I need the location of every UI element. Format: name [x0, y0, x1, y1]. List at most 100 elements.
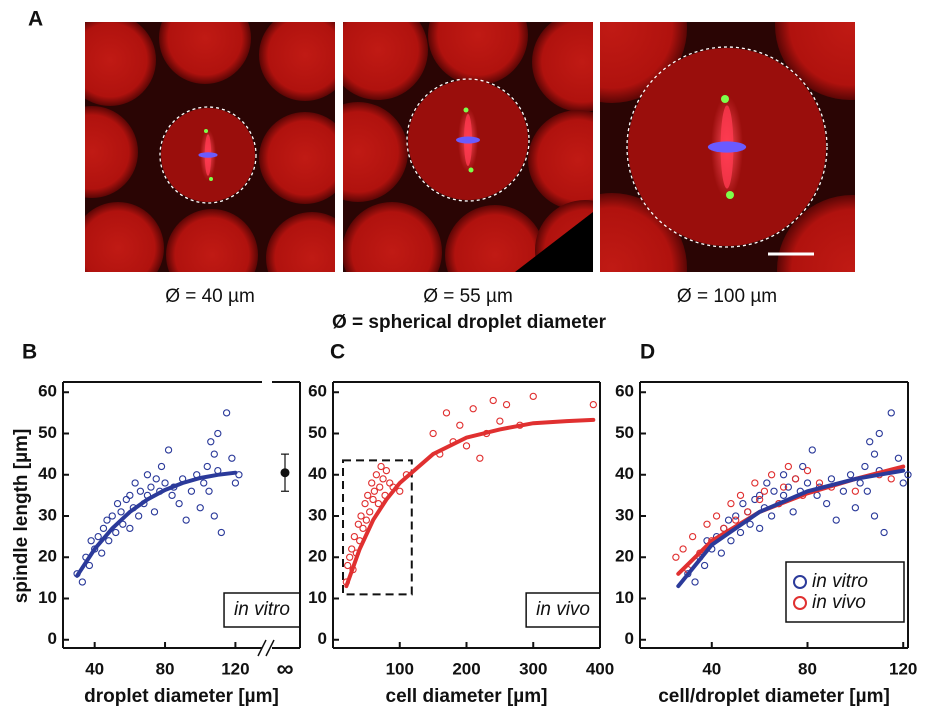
point — [761, 488, 767, 494]
point — [387, 480, 393, 486]
x-tick-label: 120 — [889, 659, 917, 678]
point — [211, 451, 217, 457]
annotation: in vitro — [234, 599, 290, 620]
point — [590, 402, 596, 408]
x-tick-label: 40 — [85, 659, 104, 678]
droplet — [46, 106, 138, 198]
point — [792, 476, 798, 482]
point — [833, 517, 839, 523]
point — [871, 513, 877, 519]
panel-label: D — [640, 341, 655, 364]
point — [852, 505, 858, 511]
y-tick-label: 30 — [38, 505, 57, 524]
panel-label: C — [330, 341, 345, 364]
point — [370, 496, 376, 502]
point — [188, 488, 194, 494]
point — [114, 501, 120, 507]
y-tick-label: 0 — [48, 629, 57, 648]
point — [132, 480, 138, 486]
point — [281, 468, 290, 477]
point — [383, 468, 389, 474]
x-tick-label: 40 — [702, 659, 721, 678]
y-tick-label: 40 — [308, 464, 327, 483]
figure: A Ø = 40 µm Ø = 55 µm Ø = 100 µm Ø = sph… — [0, 0, 938, 715]
point — [780, 472, 786, 478]
point — [752, 480, 758, 486]
point — [847, 472, 853, 478]
point — [704, 521, 710, 527]
droplet — [259, 9, 351, 101]
y-tick-label: 40 — [38, 464, 57, 483]
point — [733, 517, 739, 523]
pole — [209, 177, 213, 181]
droplet — [64, 14, 156, 106]
point — [397, 488, 403, 494]
point — [365, 492, 371, 498]
point — [530, 393, 536, 399]
point — [867, 439, 873, 445]
y-tick-label: 60 — [38, 382, 57, 401]
micrograph — [308, 0, 635, 305]
pole — [464, 108, 469, 113]
x-axis-title: cell/droplet diameter [µm] — [658, 686, 890, 707]
point — [881, 529, 887, 535]
pole — [469, 168, 474, 173]
point — [780, 492, 786, 498]
point — [713, 513, 719, 519]
point — [497, 418, 503, 424]
point — [852, 488, 858, 494]
point — [725, 517, 731, 523]
fit-line — [77, 473, 235, 576]
x-tick-label: 400 — [586, 659, 614, 678]
point — [871, 451, 877, 457]
point — [211, 513, 217, 519]
y-tick-label: 0 — [318, 629, 327, 648]
point — [824, 501, 830, 507]
point — [104, 517, 110, 523]
point — [490, 397, 496, 403]
y-tick-label: 20 — [615, 547, 634, 566]
y-tick-label: 40 — [615, 464, 634, 483]
y-tick-label: 30 — [615, 505, 634, 524]
x-tick-label: 200 — [452, 659, 480, 678]
point — [169, 492, 175, 498]
caption: Ø = 40 µm — [165, 286, 255, 307]
pole — [726, 191, 734, 199]
point — [764, 480, 770, 486]
point — [673, 554, 679, 560]
annotation: in vivo — [536, 599, 590, 620]
point — [503, 402, 509, 408]
y-tick-label: 50 — [38, 423, 57, 442]
point — [377, 484, 383, 490]
droplet — [259, 112, 351, 204]
point — [745, 509, 751, 515]
x-tick-label: ∞ — [276, 655, 293, 682]
point — [127, 525, 133, 531]
point — [769, 513, 775, 519]
point — [857, 480, 863, 486]
point — [728, 538, 734, 544]
point — [809, 447, 815, 453]
point — [148, 484, 154, 490]
point — [702, 562, 708, 568]
x-axis-title: droplet diameter [µm] — [84, 686, 279, 707]
point — [123, 496, 129, 502]
point — [88, 538, 94, 544]
point — [769, 472, 775, 478]
point — [197, 505, 203, 511]
point — [208, 439, 214, 445]
point — [345, 562, 351, 568]
pole — [721, 95, 729, 103]
panel-label: B — [22, 341, 37, 364]
point — [876, 430, 882, 436]
y-tick-label: 50 — [308, 423, 327, 442]
point — [358, 513, 364, 519]
x-tick-label: 80 — [156, 659, 175, 678]
point — [367, 509, 373, 515]
chromosomes — [456, 137, 480, 144]
point — [127, 492, 133, 498]
point — [470, 406, 476, 412]
x-tick-label: 300 — [519, 659, 547, 678]
x-tick-label: 80 — [798, 659, 817, 678]
point — [106, 538, 112, 544]
